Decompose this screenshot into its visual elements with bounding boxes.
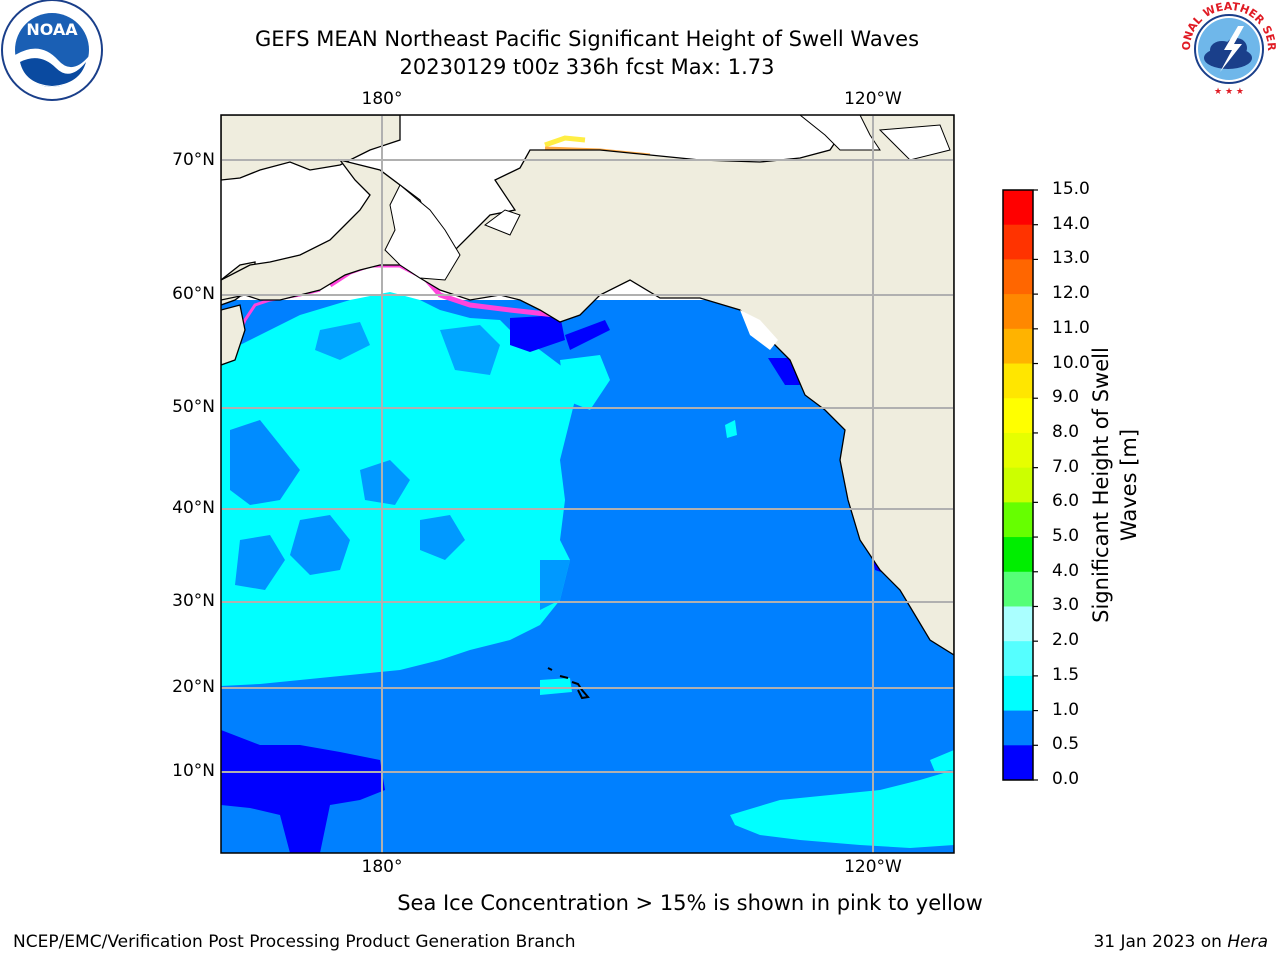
colorbar-tick-label: 11.0	[1052, 317, 1090, 338]
colorbar-swatch	[1003, 571, 1033, 607]
svg-text:★ ★ ★: ★ ★ ★	[1214, 87, 1244, 97]
hawaii	[547, 667, 590, 700]
colorbar-tick-label: 1.5	[1052, 664, 1080, 685]
colorbar-swatch	[1003, 398, 1033, 434]
colorbar-tick-label: 10.0	[1052, 352, 1090, 373]
lat-label-20n: 20°N	[172, 677, 215, 697]
lat-label-30n: 30°N	[172, 591, 215, 611]
colorbar-tick-label: 0.5	[1052, 734, 1080, 755]
lon-label-top-180: 180°	[361, 89, 403, 109]
footer-host: Hera	[1227, 932, 1268, 952]
lon-label-bottom-120w: 120°W	[844, 857, 902, 877]
colorbar-title: Significant Height of Swell Waves [m]	[1089, 347, 1141, 623]
colorbar-tick-label: 1.0	[1052, 699, 1080, 720]
land-siberia	[221, 115, 401, 181]
colorbar-swatch	[1003, 190, 1033, 226]
nws-logo: NATIONAL WEATHER SERVICE ★ ★ ★	[1178, 0, 1278, 97]
colorbar-swatch	[1003, 710, 1033, 746]
lon-label-top-120w: 120°W	[844, 89, 902, 109]
footer-date: 31 Jan 2023 on Hera	[1093, 932, 1268, 952]
colorbar-swatch	[1003, 606, 1033, 642]
sea-ice-note: Sea Ice Concentration > 15% is shown in …	[397, 891, 983, 915]
colorbar-swatch	[1003, 467, 1033, 503]
colorbar-tick-label: 13.0	[1052, 248, 1090, 269]
colorbar-tick-label: 7.0	[1052, 456, 1080, 477]
colorbar-swatch	[1003, 537, 1033, 573]
colorbar-swatch	[1003, 641, 1033, 677]
graticule	[221, 115, 954, 853]
colorbar-tick-label: 6.0	[1052, 491, 1080, 512]
colorbar-tick-label: 4.0	[1052, 560, 1080, 581]
colorbar-tick-label: 8.0	[1052, 421, 1080, 442]
colorbar-tick-label: 15.0	[1052, 179, 1090, 199]
colorbar-swatch	[1003, 502, 1033, 538]
footer-date-text: 31 Jan 2023 on	[1093, 932, 1228, 952]
colorbar-swatch	[1003, 259, 1033, 295]
colorbar-tick-label: 0.0	[1052, 769, 1080, 789]
colorbar-tick-label: 2.0	[1052, 630, 1080, 651]
colorbar-swatch	[1003, 224, 1033, 260]
lat-label-60n: 60°N	[172, 284, 215, 304]
colorbar	[1002, 189, 1038, 781]
colorbar-swatch	[1003, 675, 1033, 712]
lat-label-50n: 50°N	[172, 397, 215, 417]
colorbar-swatch	[1003, 363, 1033, 399]
swell-band-0-0-5	[221, 730, 385, 853]
colorbar-swatch	[1003, 745, 1033, 781]
lat-label-70n: 70°N	[172, 150, 215, 170]
colorbar-tick-label: 14.0	[1052, 213, 1090, 234]
noaa-logo-text: NOAA	[26, 20, 78, 39]
map-frame	[220, 114, 955, 854]
swell-band-se	[730, 770, 954, 848]
colorbar-tick-label: 3.0	[1052, 595, 1080, 616]
lon-label-bottom-180: 180°	[361, 857, 403, 877]
colorbar-tick-label: 5.0	[1052, 526, 1080, 547]
colorbar-swatch	[1003, 294, 1033, 330]
chart-title: GEFS MEAN Northeast Pacific Significant …	[254, 27, 920, 51]
colorbar-swatch	[1003, 328, 1033, 365]
footer-credit: NCEP/EMC/Verification Post Processing Pr…	[13, 932, 576, 952]
noaa-logo: NOAA	[1, 0, 103, 101]
colorbar-tick-label: 12.0	[1052, 283, 1090, 304]
map-area	[221, 115, 954, 853]
lat-label-10n: 10°N	[172, 761, 215, 781]
colorbar-swatch	[1003, 432, 1033, 469]
lat-label-40n: 40°N	[172, 498, 215, 518]
colorbar-tick-label: 9.0	[1052, 387, 1080, 408]
chart-subtitle: 20230129 t00z 336h fcst Max: 1.73	[399, 55, 775, 79]
colorbar-frame	[1002, 189, 1034, 781]
